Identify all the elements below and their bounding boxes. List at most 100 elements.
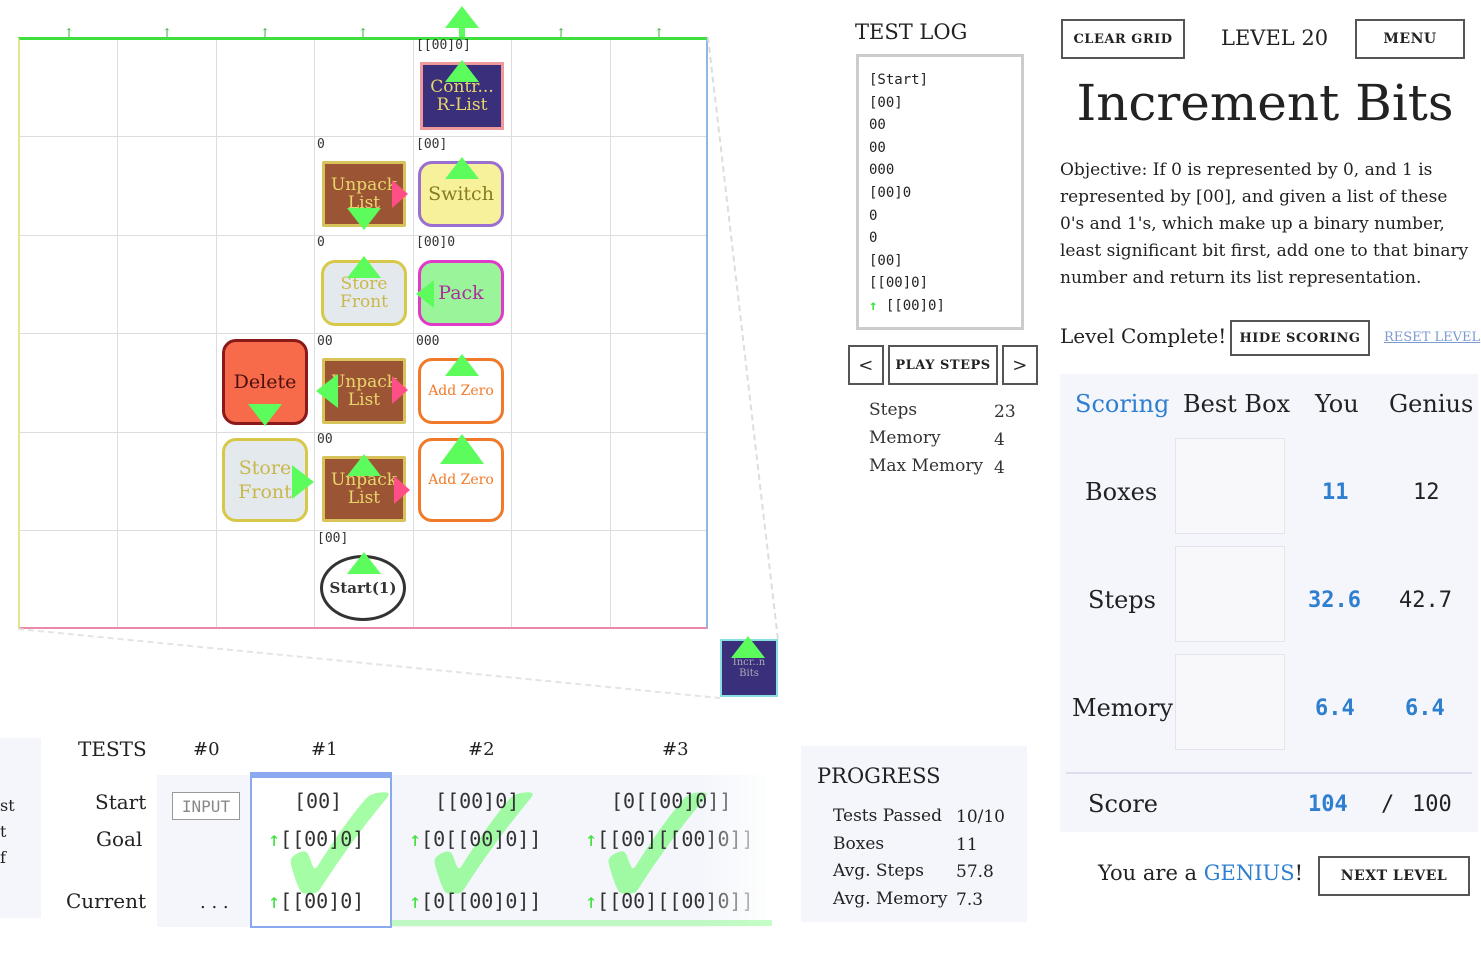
level-title: Increment Bits bbox=[1076, 74, 1454, 132]
pass-check-icon: ✓ bbox=[406, 736, 566, 957]
current-arrow-icon: ↑ bbox=[409, 889, 422, 913]
cell-value-label: 0 bbox=[317, 235, 325, 250]
selected-test-column[interactable] bbox=[250, 772, 392, 928]
genius-word: GENIUS bbox=[1203, 861, 1295, 885]
steps-value: 23 bbox=[994, 402, 1016, 422]
pink-right-arrow-icon bbox=[392, 376, 408, 404]
avg-memory-value: 7.3 bbox=[956, 890, 984, 910]
max-memory-label: Max Memory bbox=[869, 456, 984, 476]
left-panel-text: f bbox=[0, 848, 6, 867]
up-arrow-icon bbox=[445, 354, 479, 376]
memory-value: 4 bbox=[994, 430, 1005, 450]
add-zero-box[interactable]: Add Zero bbox=[418, 438, 504, 522]
level-complete-label: Level Complete! bbox=[1060, 324, 1227, 348]
steps-row-label: Steps bbox=[1088, 586, 1156, 614]
log-line: 0 bbox=[869, 230, 878, 247]
up-arrow-icon bbox=[440, 434, 484, 464]
genius-message: You are a GENIUS! bbox=[1098, 861, 1303, 885]
test-0-ellipsis: . . . bbox=[200, 892, 229, 913]
test-log-title: TEST LOG bbox=[855, 20, 968, 44]
scoring-panel: Scoring Best Box You Genius Boxes 11 12 … bbox=[1060, 374, 1478, 832]
input-button[interactable]: INPUT bbox=[172, 792, 240, 820]
log-line: 00 bbox=[869, 117, 886, 134]
test-1-goal: ↑[[00]0] bbox=[268, 827, 364, 851]
down-arrow-icon bbox=[248, 404, 282, 426]
tests-fade-overlay bbox=[700, 775, 770, 927]
reset-level-link[interactable]: RESET LEVEL bbox=[1384, 330, 1481, 345]
goal-arrow-icon: ↑ bbox=[268, 827, 281, 851]
up-arrow-icon bbox=[347, 256, 381, 278]
score-divider bbox=[1066, 772, 1472, 774]
pack-box[interactable]: Pack bbox=[418, 260, 504, 326]
current-arrow-icon: ↑ bbox=[585, 889, 598, 913]
up-arrow-icon bbox=[445, 157, 479, 179]
test-2-current: ↑[0[[00]0]] bbox=[409, 889, 541, 913]
best-box-thumbnail[interactable] bbox=[1175, 438, 1285, 534]
pass-check-icon: ✓ bbox=[262, 736, 422, 957]
current-step-icon: ↑ bbox=[869, 297, 878, 314]
grid-output-arrow-stem bbox=[459, 26, 465, 38]
log-line: [[00]0] bbox=[869, 275, 929, 292]
start-row-label: Start bbox=[95, 790, 147, 814]
play-steps-button[interactable]: PLAY STEPS bbox=[888, 345, 998, 385]
current-arrow-icon: ↑ bbox=[268, 889, 281, 913]
max-memory-value: 4 bbox=[994, 458, 1005, 478]
log-line-current: ↑ [[00]0] bbox=[869, 295, 1021, 318]
memory-row-label: Memory bbox=[1072, 694, 1174, 722]
next-level-button[interactable]: NEXT LEVEL bbox=[1318, 856, 1470, 896]
cell-value-label: 000 bbox=[416, 334, 440, 349]
next-step-button[interactable]: > bbox=[1002, 345, 1038, 385]
genius-suffix: ! bbox=[1294, 861, 1304, 885]
clear-grid-button[interactable]: CLEAR GRID bbox=[1061, 19, 1185, 59]
steps-genius-score: 42.7 bbox=[1399, 588, 1452, 613]
log-line-current-text: [[00]0] bbox=[885, 297, 945, 314]
up-arrow-icon bbox=[347, 454, 381, 476]
left-panel-text: t bbox=[0, 822, 7, 841]
scoring-title: Scoring bbox=[1075, 390, 1170, 418]
cell-value-label: [00] bbox=[317, 531, 349, 546]
test-2-current-text: [0[[00]0]] bbox=[421, 889, 542, 913]
tests-pass-bar bbox=[392, 920, 772, 926]
test-1-current-text: [[00]0] bbox=[280, 889, 365, 913]
hide-scoring-button[interactable]: HIDE SCORING bbox=[1230, 320, 1370, 356]
up-arrow-icon bbox=[347, 552, 381, 574]
edge-marker-icon: ↑ bbox=[162, 26, 173, 40]
log-line: [00] bbox=[869, 252, 903, 269]
test-tab-0[interactable]: #0 bbox=[193, 739, 220, 760]
tests-passed-label: Tests Passed bbox=[833, 806, 942, 826]
progress-panel: PROGRESS Tests Passed 10/10 Boxes 11 Avg… bbox=[801, 746, 1027, 922]
test-tab-2[interactable]: #2 bbox=[468, 739, 495, 760]
goal-arrow-icon: ↑ bbox=[585, 827, 598, 851]
grid-output-arrow-icon bbox=[445, 6, 479, 28]
test-log-panel[interactable]: [Start] [00] 00 00 000 [00]0 0 0 [00] [[… bbox=[856, 54, 1024, 330]
test-tab-1[interactable]: #1 bbox=[311, 739, 338, 760]
objective-text: Objective: If 0 is represented by 0, and… bbox=[1060, 160, 1469, 288]
genius-prefix: You are a bbox=[1098, 861, 1204, 885]
up-arrow-icon bbox=[445, 60, 479, 82]
you-header: You bbox=[1315, 390, 1359, 418]
log-line: [Start] bbox=[869, 72, 929, 88]
test-tab-3[interactable]: #3 bbox=[662, 739, 689, 760]
level-indicator: LEVEL 20 bbox=[1221, 26, 1329, 50]
memory-genius-score: 6.4 bbox=[1405, 696, 1445, 721]
cell-value-label: [00]0 bbox=[416, 235, 456, 250]
best-memory-thumbnail[interactable] bbox=[1175, 654, 1285, 750]
test-1-goal-text: [[00]0] bbox=[280, 827, 365, 851]
cell-value-label: 0 bbox=[317, 137, 325, 152]
edge-marker-icon: ↑ bbox=[358, 26, 369, 40]
pink-right-arrow-icon bbox=[394, 476, 410, 504]
left-panel-fragment: st t f bbox=[0, 738, 41, 918]
menu-button[interactable]: MENU bbox=[1355, 19, 1465, 59]
program-grid[interactable] bbox=[18, 37, 708, 629]
prev-step-button[interactable]: < bbox=[848, 345, 884, 385]
log-line: 00 bbox=[869, 139, 886, 156]
progress-title: PROGRESS bbox=[817, 764, 941, 788]
best-steps-thumbnail[interactable] bbox=[1175, 546, 1285, 642]
steps-label: Steps bbox=[869, 400, 918, 420]
edge-marker-icon: ↑ bbox=[260, 26, 271, 40]
log-line: [00] bbox=[869, 94, 903, 111]
progress-boxes-label: Boxes bbox=[833, 834, 885, 854]
goal-arrow-icon: ↑ bbox=[409, 827, 422, 851]
cell-value-label: 00 bbox=[317, 432, 333, 447]
tests-title: TESTS bbox=[78, 737, 147, 761]
